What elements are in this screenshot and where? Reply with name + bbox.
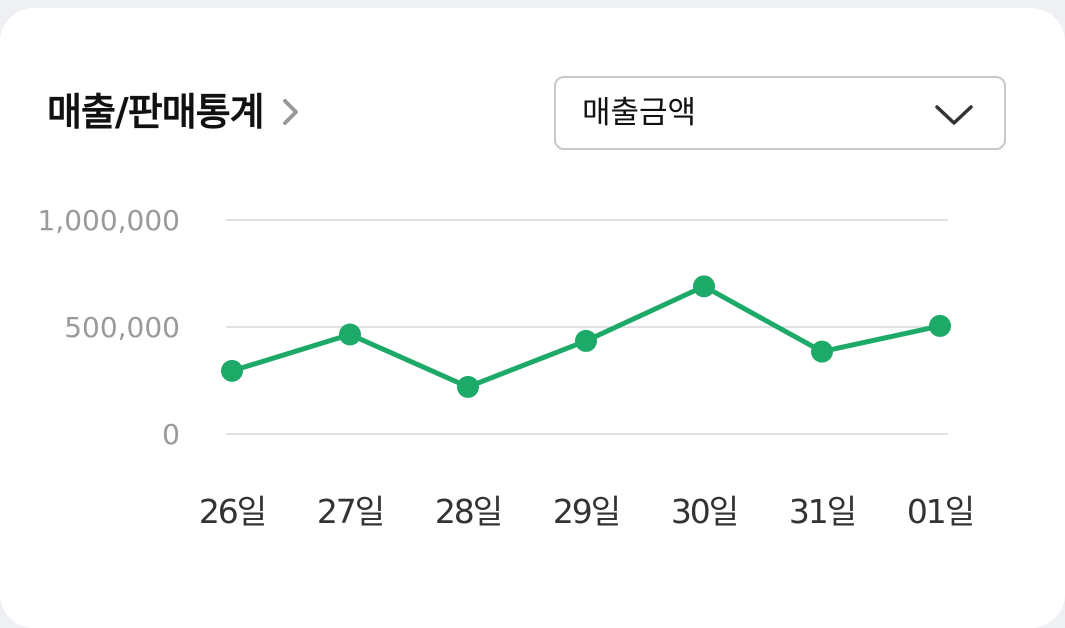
data-point [457,375,479,398]
page-title: 매출/판매통계 [47,90,265,134]
sales-stats-card: 매출/판매통계 매출금액 [0,8,1065,628]
data-point [693,275,715,298]
x-tick-label: 28일 [435,492,501,531]
stats-title-link[interactable]: 매출/판매통계 [47,86,304,138]
data-point [221,359,243,382]
data-point [575,329,597,352]
x-tick-label: 01일 [907,492,973,531]
sales-line-chart: 0 500,000 1,000,000 26일 27일 28일 29일 30일 31일 01일 [37,204,975,531]
chevron-down-icon [935,105,973,125]
metric-select-value: 매출금액 [582,95,697,131]
metric-select[interactable]: 매출금액 [554,76,1006,150]
x-tick-label: 26일 [199,492,265,531]
y-tick-label: 1,000,000 [37,204,180,237]
x-tick-label: 29일 [553,492,619,531]
data-point [339,323,361,346]
chevron-right-icon [282,99,298,125]
x-tick-label: 31일 [789,492,855,531]
y-tick-label: 500,000 [64,311,180,344]
y-tick-label: 0 [162,418,180,451]
x-tick-label: 27일 [317,492,383,531]
data-point [811,340,833,363]
data-point [929,314,951,337]
x-tick-label: 30일 [671,492,737,531]
